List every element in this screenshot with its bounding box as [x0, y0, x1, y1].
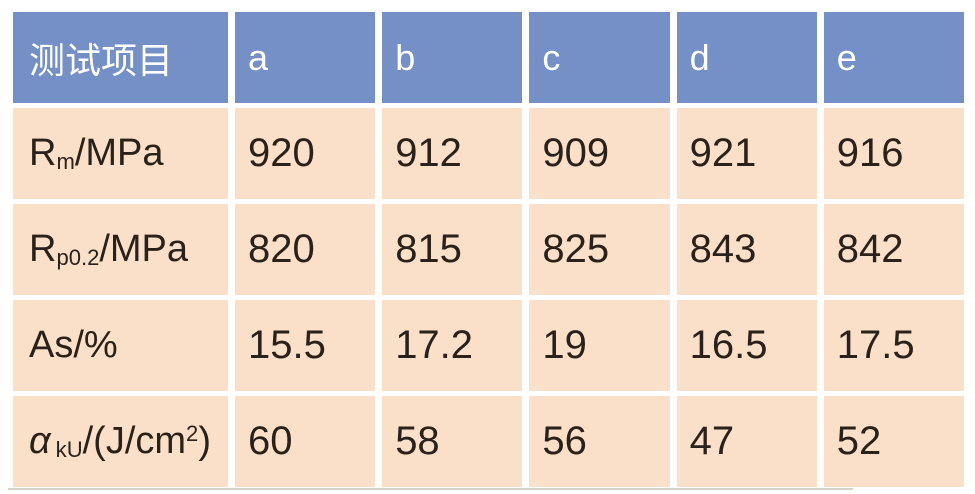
header-cell-d: d: [676, 12, 817, 103]
cell-rp02-b: 815: [382, 204, 523, 295]
rm-symbol: Rm/MPa: [29, 132, 164, 174]
cell-as-e: 17.5: [823, 300, 964, 391]
cell-as-d: 16.5: [676, 300, 817, 391]
header-label-e: e: [836, 36, 857, 78]
header-label-b: b: [395, 36, 416, 78]
cell-rp02-a: 820: [235, 204, 376, 295]
cell-as-c: 19: [529, 300, 670, 391]
cell-aku-d: 47: [676, 396, 817, 487]
header-label-a: a: [248, 36, 269, 78]
cell-rm-a: 920: [235, 108, 376, 199]
cell-aku-b: 58: [382, 396, 523, 487]
as-symbol: As/%: [29, 324, 118, 366]
header-label-d: d: [689, 36, 710, 78]
rp02-symbol: Rp0.2/MPa: [29, 228, 189, 270]
cell-aku-c: 56: [529, 396, 670, 487]
cell-rm-d: 921: [676, 108, 817, 199]
cell-aku-e: 52: [823, 396, 964, 487]
header-cell-c: c: [529, 12, 670, 103]
cell-aku-a: 60: [235, 396, 376, 487]
cell-as-b: 17.2: [382, 300, 523, 391]
row-label-rp02: Rp0.2/MPa: [13, 204, 228, 295]
cell-rp02-c: 825: [529, 204, 670, 295]
row-label-rm: Rm/MPa: [13, 108, 228, 199]
header-cell-e: e: [823, 12, 964, 103]
mechanical-test-results-table: 测试项目 a b c d e Rm/MPa 920 912 909 921 91…: [13, 12, 964, 487]
bottom-rule-divider: [8, 488, 853, 490]
header-cell-a: a: [235, 12, 376, 103]
header-label-c: c: [542, 36, 561, 78]
header-cell-b: b: [382, 12, 523, 103]
aku-symbol: α kU/(J/cm2): [29, 420, 211, 462]
header-cell-test-item: 测试项目: [13, 12, 228, 103]
row-label-as: As/%: [13, 300, 228, 391]
cell-rm-b: 912: [382, 108, 523, 199]
cell-rp02-e: 842: [823, 204, 964, 295]
header-label-test-item: 测试项目: [29, 39, 174, 81]
cell-rm-e: 916: [823, 108, 964, 199]
cell-as-a: 15.5: [235, 300, 376, 391]
cell-rp02-d: 843: [676, 204, 817, 295]
cell-rm-c: 909: [529, 108, 670, 199]
row-label-aku: α kU/(J/cm2): [13, 396, 228, 487]
